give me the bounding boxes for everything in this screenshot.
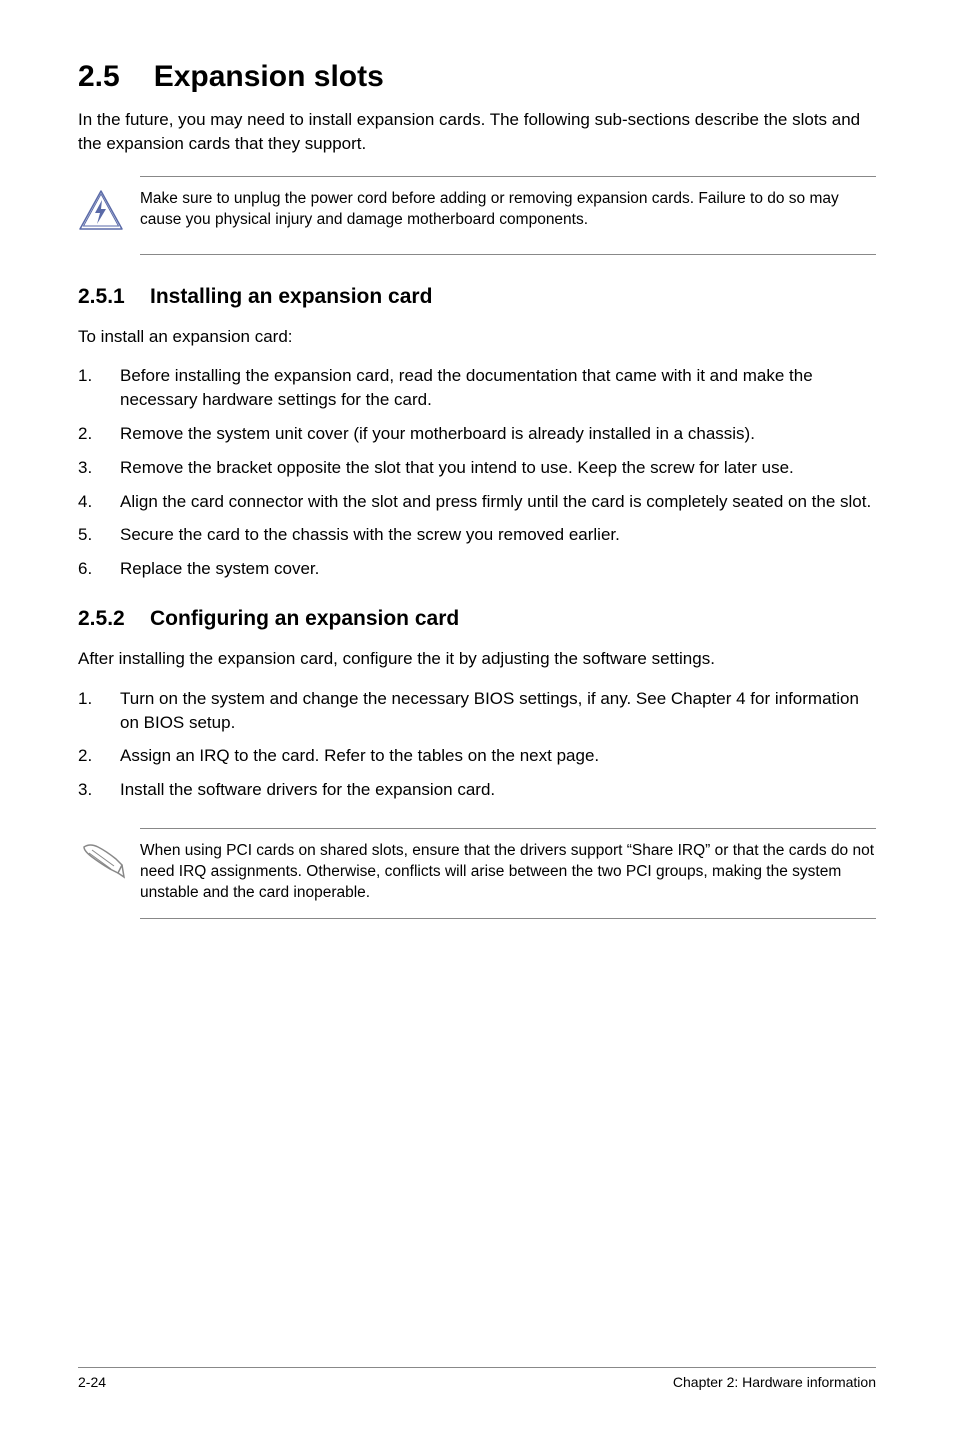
heading-title: Expansion slots [154,60,384,93]
section-1-intro: To install an expansion card: [78,325,876,349]
section-2-number: 2.5.2 [78,607,150,631]
list-item: 4.Align the card connector with the slot… [78,490,876,514]
page-footer: 2-24 Chapter 2: Hardware information [78,1367,876,1390]
step-number: 2. [78,744,120,768]
step-text: Install the software drivers for the exp… [120,778,876,802]
step-number: 1. [78,687,120,735]
page-heading: 2.5 Expansion slots [78,60,876,94]
step-number: 1. [78,364,120,412]
heading-number: 2.5 [78,60,120,94]
intro-paragraph: In the future, you may need to install e… [78,108,876,156]
step-text: Remove the system unit cover (if your mo… [120,422,876,446]
section-2-steps: 1.Turn on the system and change the nece… [78,687,876,802]
list-item: 3.Remove the bracket opposite the slot t… [78,456,876,480]
step-number: 5. [78,523,120,547]
step-text: Secure the card to the chassis with the … [120,523,876,547]
page-number: 2-24 [78,1374,106,1390]
list-item: 2.Assign an IRQ to the card. Refer to th… [78,744,876,768]
list-item: 2.Remove the system unit cover (if your … [78,422,876,446]
section-1-number: 2.5.1 [78,285,150,309]
section-2-title: Configuring an expansion card [150,607,459,630]
section-2-intro: After installing the expansion card, con… [78,647,876,671]
section-1-heading: 2.5.1Installing an expansion card [78,285,876,309]
list-item: 3.Install the software drivers for the e… [78,778,876,802]
note-callout: When using PCI cards on shared slots, en… [140,828,876,919]
pencil-note-icon [78,841,126,888]
chapter-label: Chapter 2: Hardware information [673,1374,876,1390]
step-text: Turn on the system and change the necess… [120,687,876,735]
step-number: 4. [78,490,120,514]
step-number: 2. [78,422,120,446]
list-item: 1.Turn on the system and change the nece… [78,687,876,735]
list-item: 5.Secure the card to the chassis with th… [78,523,876,547]
step-number: 3. [78,456,120,480]
step-text: Align the card connector with the slot a… [120,490,876,514]
section-1-title: Installing an expansion card [150,285,432,308]
lightning-warning-icon [78,189,126,240]
warning-text: Make sure to unplug the power cord befor… [140,189,876,231]
warning-callout: Make sure to unplug the power cord befor… [140,176,876,255]
section-1-steps: 1.Before installing the expansion card, … [78,364,876,581]
step-text: Assign an IRQ to the card. Refer to the … [120,744,876,768]
step-text: Before installing the expansion card, re… [120,364,876,412]
list-item: 6.Replace the system cover. [78,557,876,581]
step-text: Replace the system cover. [120,557,876,581]
list-item: 1.Before installing the expansion card, … [78,364,876,412]
section-2-heading: 2.5.2Configuring an expansion card [78,607,876,631]
step-number: 3. [78,778,120,802]
note-text: When using PCI cards on shared slots, en… [140,841,876,904]
step-text: Remove the bracket opposite the slot tha… [120,456,876,480]
step-number: 6. [78,557,120,581]
